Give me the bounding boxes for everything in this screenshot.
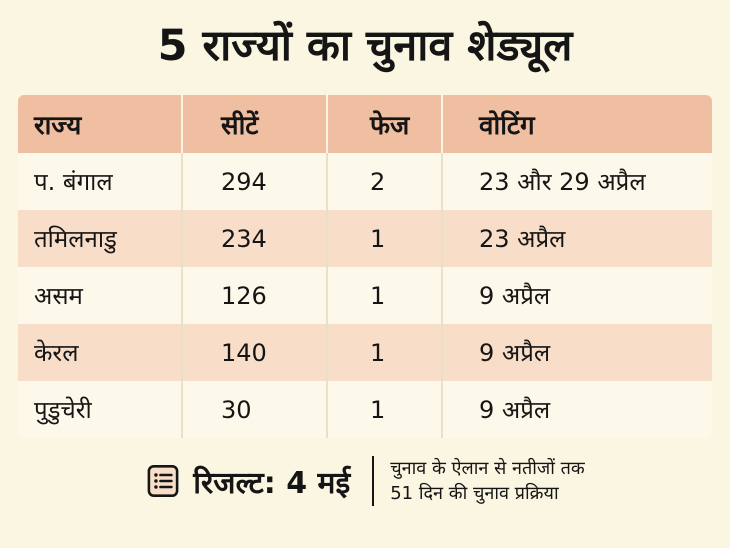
- cell-phase: 1: [326, 267, 441, 325]
- cell-state: असम: [34, 282, 83, 311]
- cell-seats: 126: [181, 267, 326, 325]
- result-label: रिजल्ट: 4 मई: [193, 465, 351, 501]
- table-header-row: राज्य सीटें फेज वोटिंग: [18, 95, 712, 154]
- cell-phase: 1: [326, 210, 441, 268]
- cell-state: केरल: [34, 339, 79, 368]
- note-line-2: 51 दिन की चुनाव प्रक्रिया: [390, 483, 559, 505]
- cell-seats: 294: [181, 153, 326, 211]
- cell-voting: 9 अप्रैल: [441, 324, 712, 382]
- cell-state: पुडुचेरी: [34, 396, 92, 425]
- cell-voting: 23 और 29 अप्रैल: [441, 153, 712, 211]
- result-list-icon: [145, 463, 181, 499]
- schedule-table: राज्य सीटें फेज वोटिंग प. बंगाल 294 2 23…: [18, 95, 712, 439]
- header-cell-state: राज्य: [34, 111, 82, 142]
- cell-voting: 9 अप्रैल: [441, 381, 712, 439]
- table-row: असम 126 1 9 अप्रैल: [18, 267, 712, 325]
- table-row: प. बंगाल 294 2 23 और 29 अप्रैल: [18, 153, 712, 211]
- cell-phase: 1: [326, 324, 441, 382]
- table-row: केरल 140 1 9 अप्रैल: [18, 324, 712, 382]
- result-group: रिजल्ट: 4 मई: [145, 461, 350, 502]
- header-cell-seats: सीटें: [181, 95, 326, 154]
- cell-phase: 1: [326, 381, 441, 439]
- footer-divider: [372, 456, 375, 507]
- page-title: 5 राज्यों का चुनाव शेड्यूल: [157, 21, 573, 71]
- cell-voting: 23 अप्रैल: [441, 210, 712, 268]
- cell-seats: 234: [181, 210, 326, 268]
- footer-note: चुनाव के ऐलान से नतीजों तक 51 दिन की चुन…: [390, 456, 585, 506]
- footer: रिजल्ट: 4 मई चुनाव के ऐलान से नतीजों तक …: [0, 456, 730, 507]
- table-row: तमिलनाडु 234 1 23 अप्रैल: [18, 210, 712, 268]
- cell-phase: 2: [326, 153, 441, 211]
- cell-seats: 30: [181, 381, 326, 439]
- cell-state: तमिलनाडु: [34, 225, 117, 254]
- header-cell-phase: फेज: [326, 95, 441, 154]
- header-cell-voting: वोटिंग: [441, 95, 712, 154]
- cell-voting: 9 अप्रैल: [441, 267, 712, 325]
- note-line-1: चुनाव के ऐलान से नतीजों तक: [390, 458, 585, 480]
- table-row: पुडुचेरी 30 1 9 अप्रैल: [18, 381, 712, 439]
- cell-seats: 140: [181, 324, 326, 382]
- cell-state: प. बंगाल: [34, 168, 113, 197]
